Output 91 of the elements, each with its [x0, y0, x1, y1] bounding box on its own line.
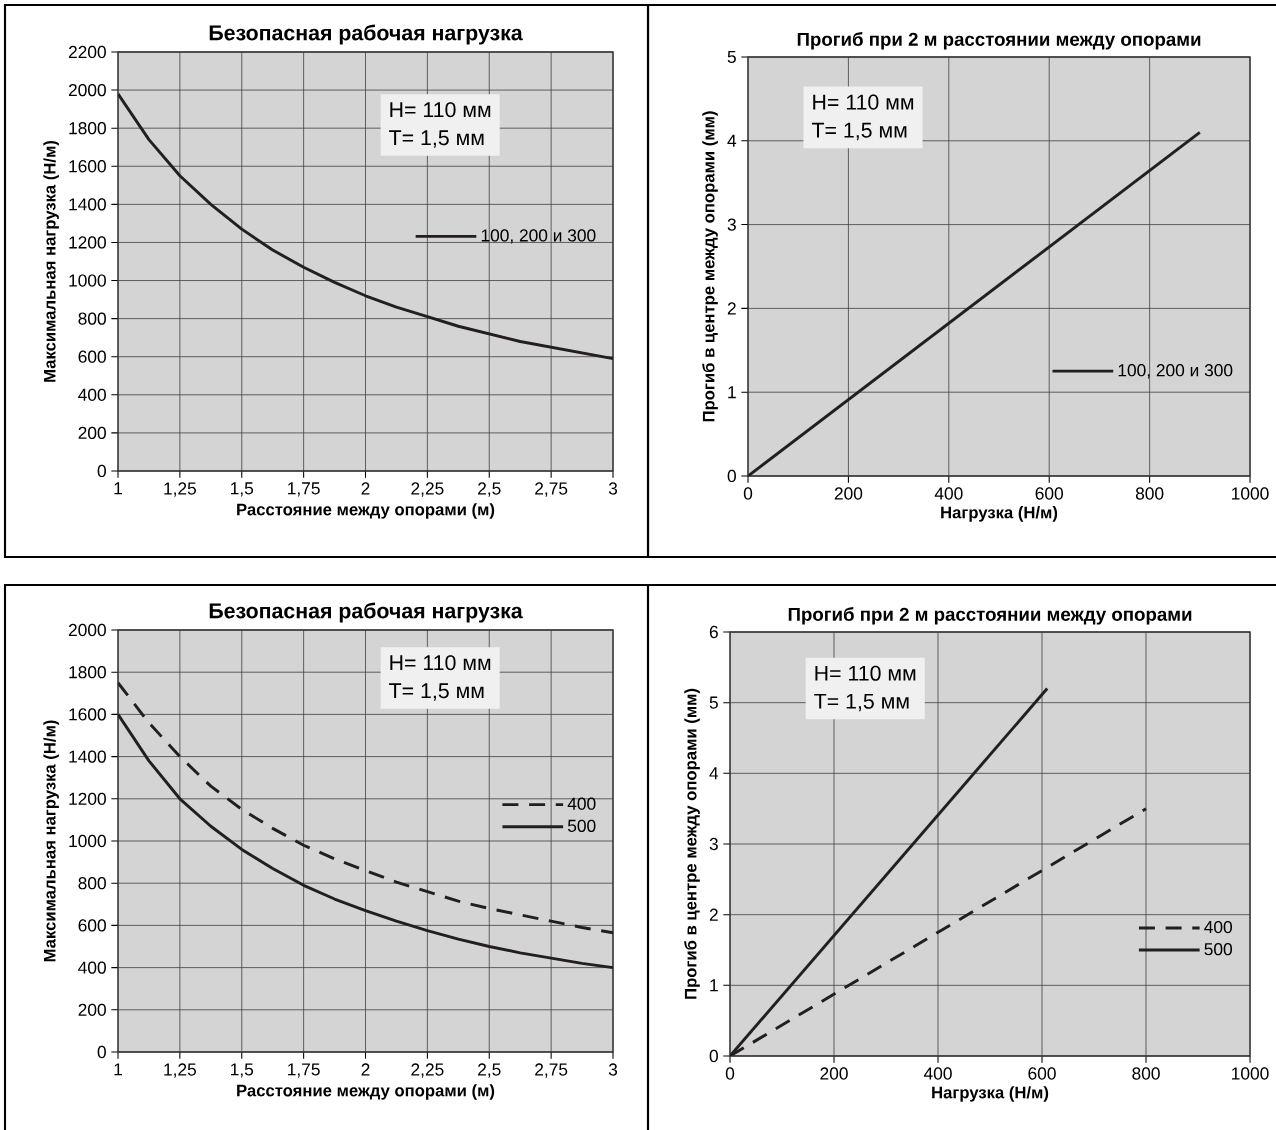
chart-title: Прогиб при 2 м расстоянии между опорами: [797, 32, 1201, 50]
annotation: T= 1,5 мм: [814, 693, 909, 712]
y-tick-label: 2: [727, 302, 736, 315]
y-axis-title: Максимальная нагрузка (Н/м): [43, 140, 59, 382]
y-tick-label: 1: [728, 386, 736, 399]
legend-label: 500: [567, 819, 596, 832]
x-axis-title: Нагрузка (Н/м): [941, 506, 1058, 522]
x-tick-label: 0: [743, 487, 753, 500]
annotation: H= 110 мм: [813, 94, 914, 110]
x-tick-label: 2,5: [478, 1063, 501, 1078]
y-tick-label: 1: [710, 979, 718, 992]
x-tick-label: 800: [1135, 487, 1164, 500]
y-tick-label: 1200: [69, 236, 106, 249]
y-tick-label: 0: [709, 1049, 718, 1063]
legend-label: 400: [567, 797, 596, 810]
y-tick-label: 2000: [68, 623, 106, 637]
x-tick-label: 2,25: [411, 1063, 444, 1078]
x-tick-label: 1000: [1232, 487, 1269, 500]
x-tick-label: 2,75: [535, 1063, 568, 1078]
y-tick-label: 5: [727, 50, 736, 64]
x-axis-title: Нагрузка (Н/м): [932, 1086, 1049, 1102]
y-axis-title: Прогиб в центре между опорами (мм): [702, 111, 718, 422]
legend-label: 500: [1204, 943, 1233, 956]
y-tick-label: 200: [78, 426, 106, 440]
y-tick-label: 1000: [69, 834, 106, 848]
x-tick-label: 600: [1035, 487, 1063, 500]
x-tick-label: 800: [1132, 1067, 1160, 1080]
y-tick-label: 1600: [69, 708, 106, 721]
x-tick-label: 1,5: [231, 482, 254, 497]
x-tick-label: 2,75: [535, 482, 568, 497]
y-tick-label: 3: [709, 837, 718, 851]
y-tick-label: 3: [727, 218, 736, 231]
x-tick-label: 2,25: [411, 482, 444, 497]
annotation: H= 110 мм: [390, 102, 491, 118]
x-tick-label: 1,25: [164, 1063, 197, 1078]
y-axis-title: Прогиб в центре между опорами (мм): [684, 688, 700, 999]
x-tick-label: 1: [114, 482, 122, 495]
y-tick-label: 600: [78, 919, 106, 932]
x-tick-label: 1,75: [288, 1063, 320, 1078]
annotation: H= 110 мм: [390, 655, 491, 671]
chart-title: Безопасная рабочая нагрузка: [209, 602, 523, 623]
legend-label: 100, 200 и 300: [1118, 364, 1233, 379]
x-tick-label: 1,25: [164, 482, 197, 497]
legend-label: 100, 200 и 300: [481, 229, 596, 244]
y-tick-label: 200: [78, 1003, 106, 1016]
y-axis-title: Максимальная нагрузка (Н/м): [43, 720, 59, 962]
y-tick-label: 1800: [69, 122, 106, 135]
y-tick-label: 1200: [69, 792, 106, 805]
x-tick-label: 600: [1028, 1067, 1056, 1080]
y-tick-label: 4: [727, 134, 737, 147]
x-tick-label: 1,75: [288, 482, 320, 497]
x-tick-label: 200: [834, 487, 863, 500]
x-tick-label: 2: [361, 1063, 370, 1076]
y-tick-label: 4: [709, 767, 719, 780]
y-tick-label: 0: [97, 1045, 106, 1059]
y-tick-label: 2000: [68, 83, 106, 97]
y-tick-label: 1800: [69, 666, 106, 679]
x-tick-label: 3: [608, 482, 618, 495]
x-tick-label: 1000: [1232, 1067, 1269, 1080]
annotation: T= 1,5 мм: [811, 122, 907, 141]
chart-title: Безопасная рабочая нагрузка: [209, 24, 523, 45]
annotation: H= 110 мм: [815, 665, 916, 681]
y-tick-label: 5: [709, 696, 718, 709]
y-tick-label: 400: [78, 961, 106, 974]
x-axis-title: Расстояние между опорами (м): [237, 503, 495, 519]
y-tick-label: 800: [78, 877, 106, 890]
annotation: T= 1,5 мм: [389, 683, 484, 701]
y-tick-label: 0: [97, 464, 106, 478]
annotation: T= 1,5 мм: [389, 130, 484, 148]
x-tick-label: 1: [114, 1063, 122, 1076]
x-tick-label: 3: [608, 1063, 618, 1076]
x-tick-label: 400: [923, 1067, 952, 1080]
y-tick-label: 6: [709, 625, 718, 639]
x-tick-label: 200: [820, 1067, 848, 1080]
x-tick-label: 1,5: [231, 1063, 254, 1078]
x-tick-label: 2: [361, 482, 370, 495]
legend-label: 400: [1204, 920, 1233, 934]
chart-title: Прогиб при 2 м расстоянии между опорами: [788, 607, 1192, 625]
y-tick-label: 1400: [69, 198, 106, 211]
y-tick-label: 1600: [69, 160, 106, 173]
x-tick-label: 400: [934, 487, 963, 500]
y-tick-label: 600: [78, 350, 106, 363]
y-tick-label: 1000: [69, 274, 106, 287]
x-axis-title: Расстояние между опорами (м): [237, 1084, 495, 1100]
x-tick-label: 2,5: [478, 482, 501, 497]
y-tick-label: 1400: [69, 750, 106, 763]
y-tick-label: 400: [78, 388, 106, 401]
y-tick-label: 0: [727, 469, 736, 483]
y-tick-label: 2: [709, 908, 718, 921]
y-tick-label: 800: [78, 312, 106, 325]
y-tick-label: 2200: [68, 45, 106, 59]
